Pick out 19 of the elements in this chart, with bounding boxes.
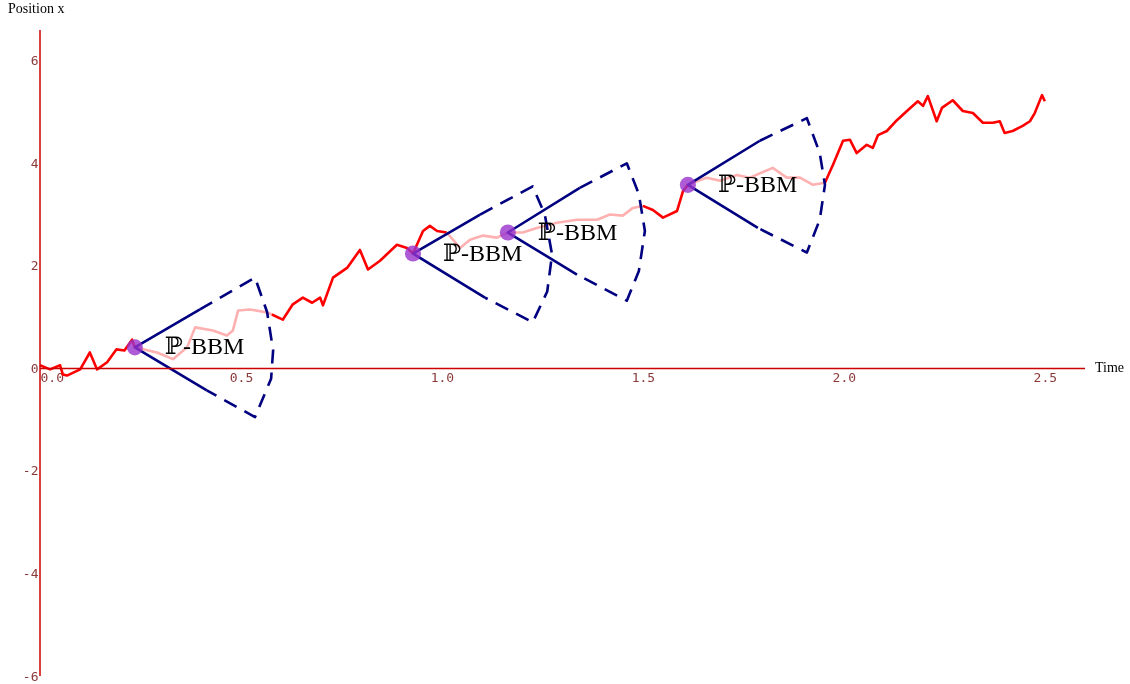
y-tick-label: -6	[22, 668, 39, 684]
annotation: ℙ-BBM	[164, 333, 245, 360]
y-tick-label: 2	[30, 258, 39, 274]
x-tick-label: 2.5	[1033, 369, 1058, 385]
x-tick-label: 1.0	[430, 369, 455, 385]
x-axis-title: Time	[1095, 360, 1125, 376]
annotation: ℙ-BBM	[537, 218, 618, 245]
y-tick-label: -4	[22, 565, 39, 581]
y-tick-label: 0	[30, 360, 39, 376]
x-tick-label: 2.0	[832, 369, 857, 385]
x-tick-label: 0.0	[40, 369, 64, 385]
y-tick-label: 4	[30, 155, 39, 171]
annotation: ℙ-BBM	[442, 239, 523, 266]
annotation: ℙ-BBM	[717, 170, 798, 197]
x-tick-label: 0.5	[229, 369, 254, 385]
y-axis-title: Position x	[8, 1, 65, 16]
x-tick-label: 1.5	[631, 369, 656, 385]
y-tick-label: 6	[30, 53, 39, 69]
y-tick-label: -2	[22, 463, 39, 479]
